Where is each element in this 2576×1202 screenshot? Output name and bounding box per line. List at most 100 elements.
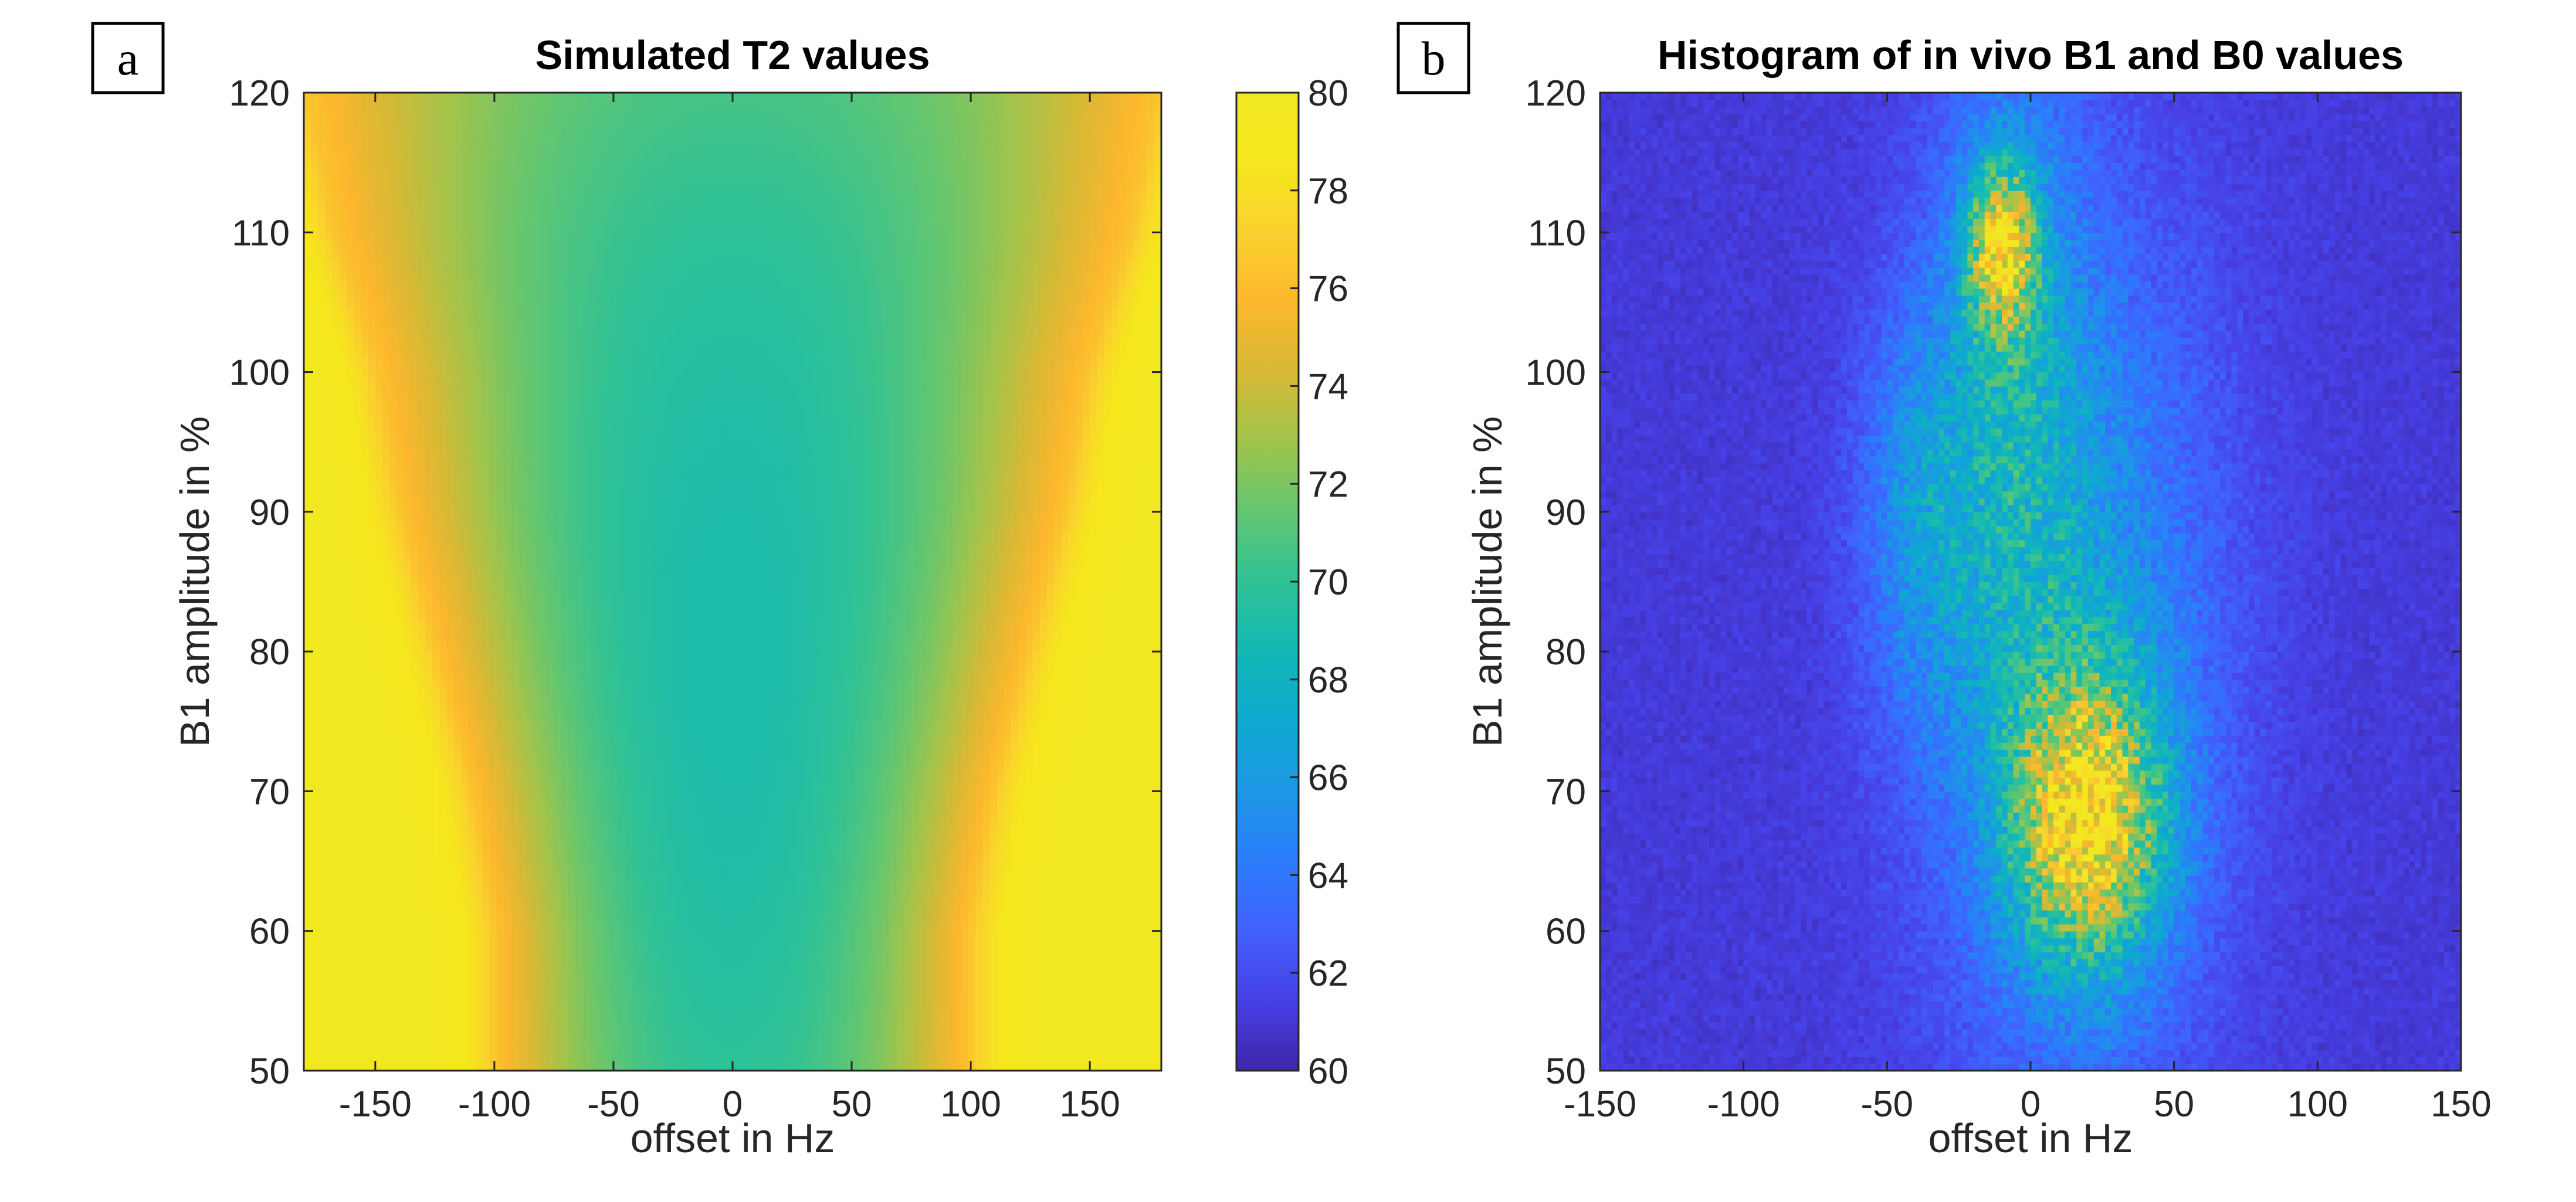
- heatmap-cell: [1097, 699, 1105, 709]
- heatmap-cell: [446, 679, 455, 690]
- heatmap-cell: [975, 933, 984, 944]
- heatmap-cell: [947, 679, 955, 690]
- heatmap-cell: [868, 855, 876, 866]
- heatmap-cell: [547, 806, 555, 817]
- heatmap-cell: [1133, 943, 1141, 954]
- heatmap-cell: [789, 982, 798, 993]
- heatmap-cell: [1133, 670, 1141, 680]
- heatmap-cell: [682, 1021, 690, 1033]
- heatmap-cell: [961, 982, 969, 993]
- heatmap-cell: [975, 787, 984, 797]
- heatmap-cell: [504, 836, 512, 847]
- heatmap-cell: [975, 708, 984, 719]
- heatmap-cell: [318, 1051, 326, 1062]
- heatmap-cell: [318, 796, 326, 807]
- heatmap-cell: [804, 1041, 812, 1052]
- heatmap-cell: [489, 943, 497, 954]
- heatmap-cell: [404, 718, 412, 729]
- heatmap-cell: [568, 1011, 576, 1023]
- heatmap-cell: [1025, 1011, 1033, 1023]
- heatmap-cell: [653, 826, 662, 837]
- heatmap-cell: [339, 670, 347, 680]
- heatmap-cell: [318, 728, 326, 739]
- heatmap-cell: [996, 1031, 1005, 1042]
- heatmap-cell: [1140, 1011, 1148, 1023]
- heatmap-cell: [804, 875, 812, 885]
- heatmap-cell: [653, 708, 662, 719]
- heatmap-cell: [332, 923, 340, 935]
- heatmap-cell: [761, 758, 769, 768]
- heatmap-cell: [747, 875, 755, 885]
- heatmap-cell: [1090, 1051, 1098, 1062]
- heatmap-cell: [661, 796, 669, 807]
- heatmap-cell: [504, 865, 512, 876]
- heatmap-cell: [796, 1002, 805, 1013]
- heatmap-cell: [332, 953, 340, 964]
- heatmap-cell: [1090, 699, 1098, 709]
- heatmap-cell: [1054, 787, 1062, 797]
- heatmap-cell: [954, 787, 962, 797]
- heatmap-cell: [668, 1051, 676, 1062]
- heatmap-cell: [733, 923, 740, 935]
- heatmap-cell: [625, 748, 633, 759]
- heatmap-cell: [596, 963, 605, 973]
- heatmap-cell: [733, 963, 740, 973]
- heatmap-cell: [1140, 875, 1148, 885]
- heatmap-cell: [697, 758, 705, 768]
- heatmap-cell: [761, 1002, 769, 1013]
- heatmap-cell: [653, 894, 662, 905]
- heatmap-cell: [511, 904, 519, 915]
- heatmap-cell: [532, 826, 540, 837]
- heatmap-cell: [354, 1051, 362, 1062]
- heatmap-cell: [918, 767, 926, 778]
- heatmap-cell: [961, 885, 969, 895]
- heatmap-cell: [1025, 992, 1033, 1003]
- heatmap-cell: [304, 699, 311, 709]
- heatmap-cell: [711, 943, 719, 954]
- heatmap-cell: [596, 679, 605, 690]
- heatmap-cell: [504, 1061, 512, 1071]
- heatmap-cell: [911, 923, 919, 935]
- heatmap-cell: [675, 1011, 683, 1023]
- heatmap-cell: [975, 894, 984, 905]
- heatmap-cell: [854, 943, 862, 954]
- heatmap-cell: [925, 738, 933, 749]
- heatmap-cell: [1061, 865, 1069, 876]
- heatmap-cell: [933, 689, 941, 700]
- heatmap-cell: [975, 1051, 984, 1062]
- heatmap-cell: [453, 1011, 462, 1023]
- heatmap-cell: [861, 787, 869, 797]
- heatmap-cell: [1118, 679, 1126, 690]
- heatmap-cell: [768, 923, 776, 935]
- heatmap-cell: [668, 982, 676, 993]
- heatmap-cell: [1075, 875, 1083, 885]
- heatmap-cell: [689, 699, 697, 709]
- heatmap-cell: [511, 855, 519, 866]
- heatmap-cell: [875, 865, 883, 876]
- heatmap-cell: [740, 718, 748, 729]
- heatmap-cell: [733, 855, 740, 866]
- heatmap-cell: [875, 679, 883, 690]
- heatmap-cell: [733, 689, 740, 700]
- heatmap-cell: [1118, 923, 1126, 935]
- heatmap-cell: [504, 816, 512, 827]
- heatmap-cell: [975, 689, 984, 700]
- heatmap-cell: [711, 1051, 719, 1062]
- heatmap-cell: [947, 670, 955, 680]
- heatmap-cell: [568, 816, 576, 827]
- heatmap-cell: [725, 1031, 733, 1042]
- heatmap-cell: [418, 718, 426, 729]
- heatmap-cell: [897, 816, 905, 827]
- heatmap-cell: [339, 679, 347, 690]
- heatmap-cell: [1025, 816, 1033, 827]
- heatmap-cell: [354, 738, 362, 749]
- heatmap-cell: [954, 777, 962, 788]
- heatmap-cell: [489, 914, 497, 925]
- heatmap-cell: [682, 904, 690, 915]
- heatmap-cell: [604, 973, 612, 983]
- heatmap-cell: [461, 992, 469, 1003]
- heatmap-cell: [668, 1041, 676, 1052]
- heatmap-cell: [1147, 826, 1155, 837]
- heatmap-cell: [711, 748, 719, 759]
- heatmap-cell: [318, 1002, 326, 1013]
